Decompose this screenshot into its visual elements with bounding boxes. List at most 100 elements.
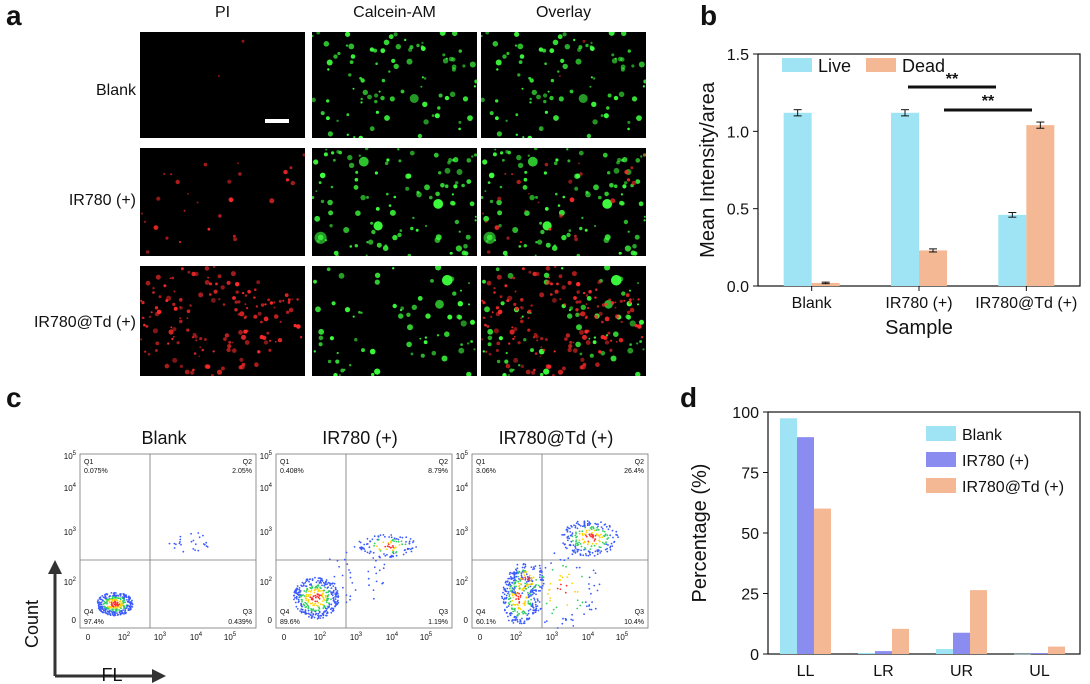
green-cell [592,119,598,125]
red-cell [194,335,198,339]
flow-event [606,534,609,537]
red-cell [283,169,288,175]
flow-event [197,549,200,552]
green-cell [327,199,333,206]
green-cell [545,242,551,248]
flow-event [386,545,389,548]
flow-event [123,594,126,596]
green-cell [512,227,519,233]
red-cell [231,341,234,344]
green-cell [420,45,424,49]
green-cell [635,158,641,163]
flow-event [545,620,548,622]
green-cell [471,155,474,158]
flow-event [384,535,386,538]
green-cell [392,234,398,241]
flow-event [402,553,405,556]
red-cell [206,364,211,369]
green-cell [517,43,524,50]
flow-event [539,589,541,592]
green-cell [586,133,592,138]
green-cell [604,234,611,241]
green-cell [425,313,431,319]
red-cell [520,364,525,368]
flow-event [378,548,381,551]
chart-d-xtick-label: UL [1029,663,1050,680]
green-cell [440,183,445,188]
flow-y-tick-label: 104 [456,483,469,493]
red-cell [539,292,545,298]
flow-event [515,585,517,588]
flow-event [513,608,516,611]
flow-event [531,602,534,605]
chart-d-bar [936,649,953,654]
chart-b-bar [891,112,919,286]
flow-event [112,602,115,604]
flow-event [528,595,531,597]
flow-event [578,532,581,535]
chart-d-bar [797,437,814,654]
flow-event [345,551,348,554]
flow-event [534,611,537,614]
green-cell [360,311,363,314]
green-cell [424,184,430,191]
green-cell [557,70,560,73]
green-cell [607,93,612,98]
flow-event [317,612,320,615]
red-cell [532,271,537,277]
red-cell [152,328,158,334]
flow-event [197,532,200,534]
green-cell [460,289,462,292]
red-cell [505,363,511,369]
red-cell [527,317,530,320]
flow-event [390,541,392,544]
flow-event [589,551,591,554]
red-cell [155,274,161,280]
red-cell [574,234,577,238]
green-cell [613,184,618,188]
flow-event [300,584,302,587]
flow-event [308,615,310,618]
flow-event [571,526,573,528]
red-cell [614,306,617,309]
flow-event [105,597,107,599]
flow-event [120,607,122,610]
chart-d-bar [953,632,970,654]
flow-event [528,576,531,579]
red-cell [154,349,158,352]
green-cell [326,116,330,121]
green-cell [466,179,472,184]
flow-event [309,602,312,605]
flow-event [573,549,576,551]
flow-event [525,587,528,590]
red-cell [179,319,183,324]
flow-event [324,581,327,584]
green-cell [460,320,467,327]
flow-event [369,550,372,553]
green-cell [576,324,582,331]
red-cell [173,336,175,338]
red-cell [530,304,533,307]
flow-event [528,603,531,605]
flow-event [325,609,328,612]
green-cell [438,93,443,98]
flow-event [318,597,321,600]
red-cell [232,348,237,353]
flow-y-tick-label: 104 [64,483,77,493]
green-cell [467,342,470,345]
flow-event [366,537,369,540]
flow-event [585,554,588,557]
flow-event [333,601,336,604]
green-cell [415,228,419,232]
flow-event [375,559,377,562]
green-cell [444,184,449,188]
red-cell [285,310,290,314]
flow-event [128,599,130,601]
green-cell [600,114,604,117]
flow-event [324,586,327,589]
green-cell [567,159,571,163]
flow-event [567,557,570,560]
red-cell [582,39,586,43]
flow-event [311,579,314,582]
flow-quadrant-name: Q4 [476,609,485,616]
